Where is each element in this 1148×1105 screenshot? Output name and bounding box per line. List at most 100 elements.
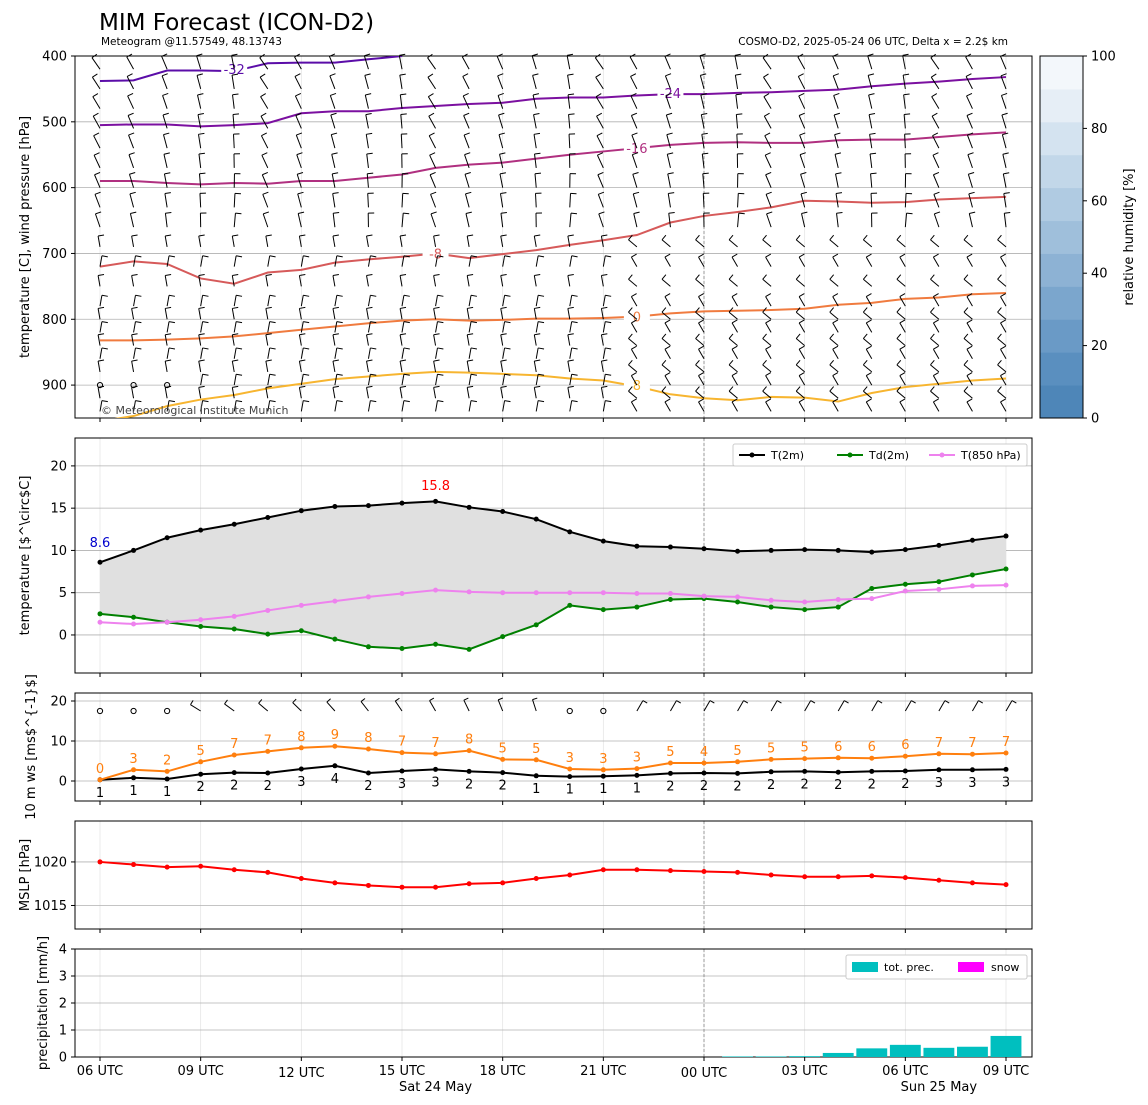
wind-barb	[930, 57, 940, 70]
wind-barb-feather	[463, 132, 470, 136]
wind-barb-feather	[631, 293, 637, 298]
wind-barb	[97, 235, 101, 247]
speed-label: 6	[834, 740, 842, 755]
wind-barb	[630, 401, 638, 412]
wind-barb	[798, 95, 806, 109]
series-point	[902, 768, 908, 774]
wind-barb-feather	[395, 697, 400, 702]
wind-barb	[632, 193, 638, 208]
wind-barb-feather	[835, 192, 843, 195]
wind-barb	[762, 338, 772, 346]
series-point	[231, 752, 237, 758]
wind-barb-feather	[531, 53, 539, 57]
series-point	[600, 538, 606, 544]
time-axis: 06 UTC 09 UTC 12 UTC 15 UTC 18 UTC 21 UTC 00 U…	[77, 1064, 1029, 1095]
wind-barb	[762, 364, 772, 373]
wind-barb	[867, 75, 873, 90]
wind-barb-feather	[738, 212, 745, 215]
speed-label: 2	[767, 778, 775, 793]
series-point	[533, 622, 539, 628]
wind-barb-feather	[664, 319, 671, 324]
y-tick-label: 20	[50, 695, 67, 710]
wind-barb	[364, 75, 369, 90]
wind-barb	[430, 213, 437, 228]
series-point	[332, 598, 338, 604]
wind-barb-feather	[165, 333, 172, 336]
wind-barb-feather	[101, 347, 108, 350]
wind-barb-feather	[698, 319, 704, 324]
wind-barb-feather	[162, 112, 169, 116]
wind-barb	[630, 296, 638, 307]
wind-barb	[468, 255, 472, 267]
wind-barb	[801, 213, 806, 228]
wind-barb-feather	[866, 345, 872, 350]
wind-barb	[737, 213, 740, 228]
wind-barb-feather	[765, 191, 772, 195]
wind-barb-feather	[261, 152, 268, 156]
series-point	[265, 748, 271, 754]
wind-barb-feather	[403, 321, 410, 324]
wind-barb-feather	[336, 255, 343, 258]
wind-barb-feather	[499, 152, 506, 155]
wind-barb-feather	[98, 385, 105, 388]
wind-barb	[966, 375, 973, 386]
series-point	[131, 621, 137, 627]
wind-barb-feather	[303, 400, 310, 403]
series-point	[768, 547, 774, 553]
speed-label: 7	[398, 735, 406, 750]
wind-barb	[334, 255, 338, 267]
wind-barb	[462, 95, 470, 109]
wind-barb-feather	[676, 700, 682, 704]
wind-barb-feather	[129, 172, 136, 175]
wind-barb-feather	[701, 113, 708, 116]
wind-barb	[762, 278, 772, 287]
series-point	[600, 773, 606, 779]
wind-barb	[629, 56, 638, 70]
wind-barb	[633, 213, 638, 228]
wind-barb	[233, 213, 236, 228]
wind-barb	[870, 173, 873, 188]
wind-barb-feather	[862, 359, 868, 366]
wind-barb-feather	[403, 212, 410, 215]
wind-barb-feather	[430, 191, 437, 195]
wind-barb-feather	[534, 333, 541, 336]
wind-barb-feather	[930, 73, 937, 78]
speed-label: 1	[96, 786, 104, 801]
wind-barb-feather	[98, 306, 105, 309]
series-point	[701, 546, 707, 552]
wind-barb	[265, 387, 269, 399]
wind-barb	[595, 76, 604, 90]
series-point	[1003, 882, 1009, 888]
wind-barb	[865, 256, 873, 267]
wind-barb-feather	[298, 211, 305, 214]
series-point	[735, 599, 741, 605]
wind-barb-feather	[567, 385, 574, 388]
wind-barb-feather	[162, 92, 169, 96]
series-point	[802, 874, 808, 880]
wind-barb	[829, 338, 839, 346]
wind-barb-feather	[232, 333, 239, 336]
wind-barb	[896, 338, 906, 346]
wind-barb-feather	[437, 400, 444, 403]
wind-barb	[330, 134, 336, 149]
wind-barb-feather	[762, 333, 767, 339]
wind-barb-feather	[570, 212, 578, 215]
wind-barb	[930, 76, 940, 90]
series-point	[1003, 750, 1009, 756]
wind-barb-feather	[597, 152, 604, 156]
wind-barb-feather	[1000, 253, 1006, 258]
wind-barb-feather	[571, 321, 578, 324]
wind-barb-feather	[265, 306, 272, 309]
wind-barb-feather	[701, 132, 708, 135]
wind-barb-feather	[866, 319, 872, 324]
series-point	[97, 611, 103, 617]
wind-barb	[863, 239, 873, 248]
wind-barb	[535, 295, 539, 307]
wind-barb-feather	[702, 172, 709, 175]
series-point	[869, 873, 875, 879]
wind-barb	[265, 308, 269, 320]
wind-barb-feather	[331, 152, 338, 155]
wind-barb-feather	[366, 132, 373, 135]
wind-barb	[765, 375, 772, 386]
wind-barb-feather	[259, 53, 265, 59]
